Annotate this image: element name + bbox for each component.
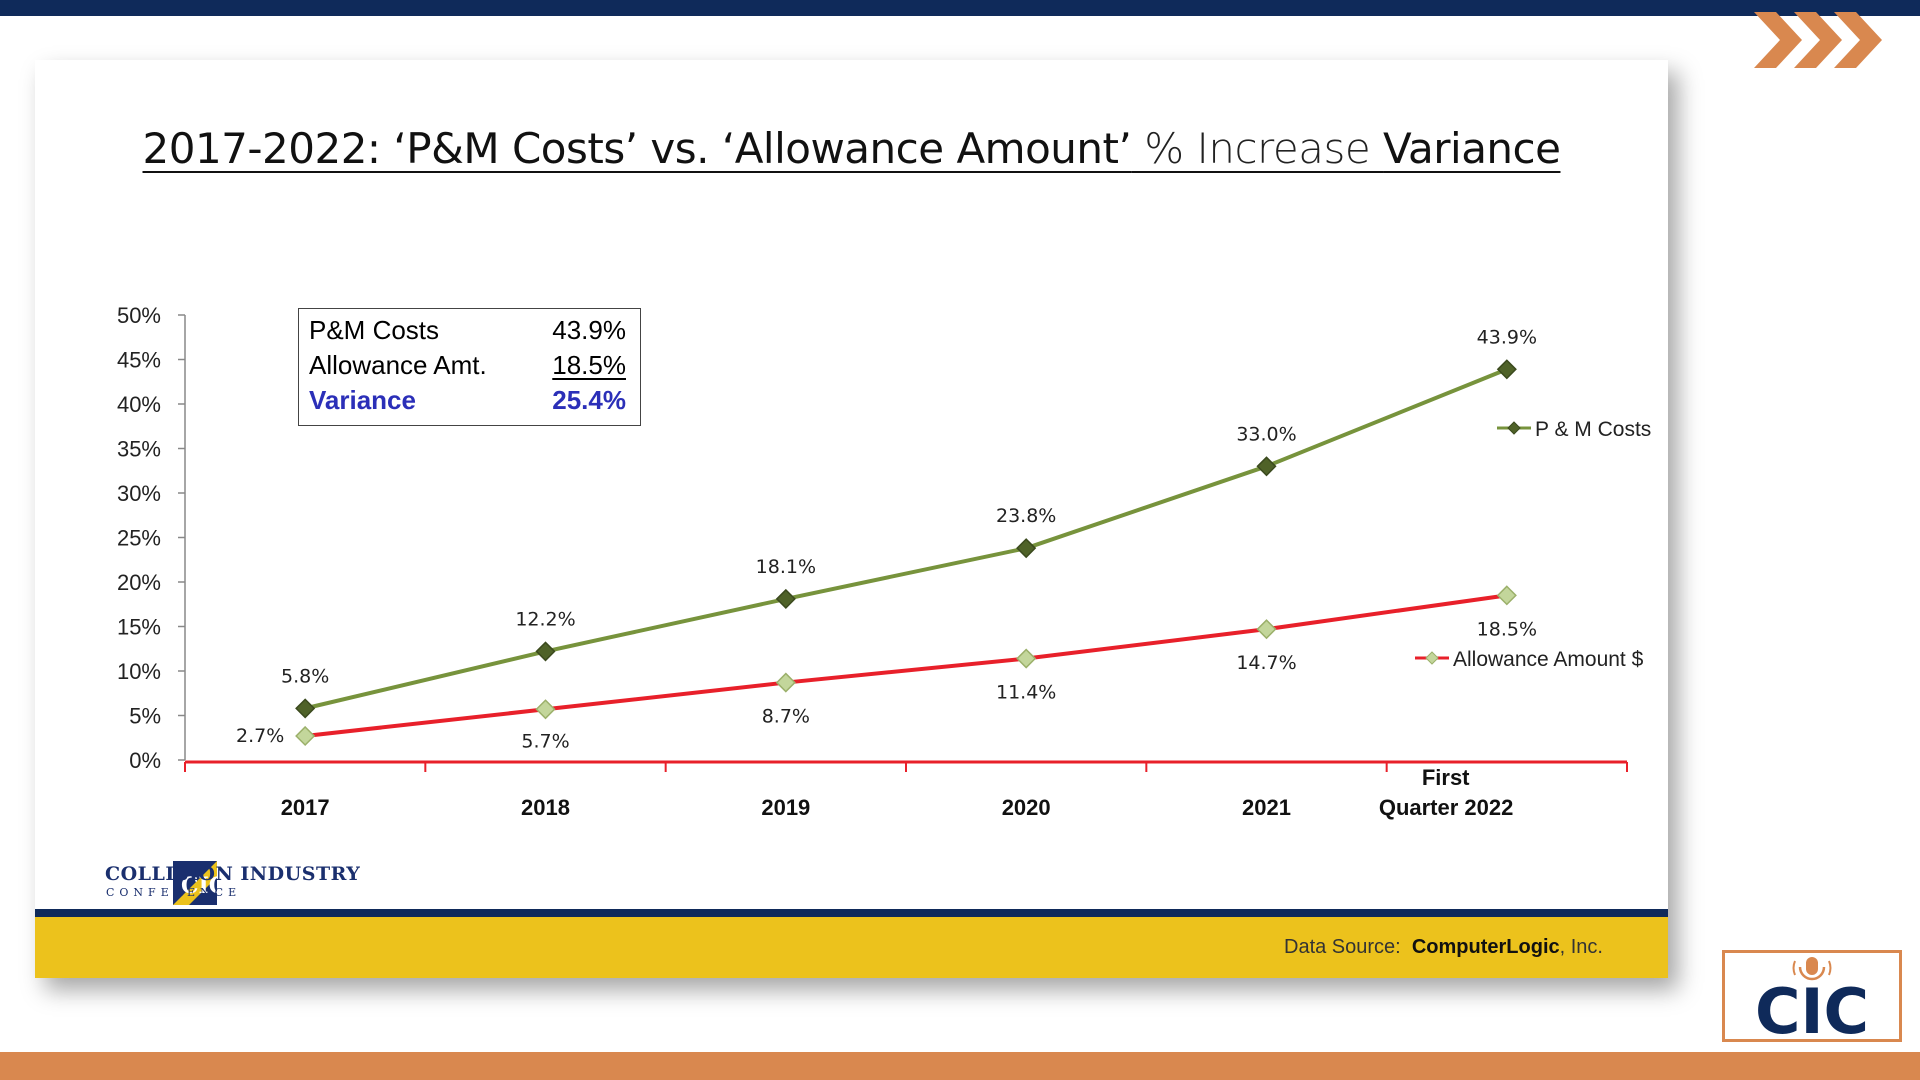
y-tick-label: 25% bbox=[117, 526, 161, 551]
summary-row-pm: P&M Costs 43.9% bbox=[309, 315, 626, 349]
series-line bbox=[304, 367, 1508, 711]
summary-row-allowance: Allowance Amt. 18.5% bbox=[309, 350, 626, 384]
y-tick-label: 5% bbox=[129, 704, 161, 729]
data-point bbox=[775, 588, 796, 609]
legend-marker bbox=[1425, 651, 1439, 665]
y-tick-label: 40% bbox=[117, 392, 161, 417]
data-point bbox=[1256, 456, 1277, 477]
data-point bbox=[775, 672, 796, 693]
summary-label: Allowance Amt. bbox=[309, 350, 487, 380]
summary-label: P&M Costs bbox=[309, 315, 440, 345]
summary-value: 18.5% bbox=[552, 350, 626, 380]
legend-label: Allowance Amount $ bbox=[1453, 648, 1644, 671]
data-label: 23.8% bbox=[996, 505, 1056, 527]
series-line bbox=[304, 593, 1508, 738]
y-tick-label: 0% bbox=[129, 748, 161, 773]
data-point bbox=[535, 699, 556, 720]
data-point bbox=[295, 698, 316, 719]
data-source-label: Data Source: bbox=[1284, 936, 1401, 958]
summary-value: 25.4% bbox=[552, 385, 626, 415]
data-label: 11.4% bbox=[996, 682, 1056, 704]
slide-image: 2017-2022: ‘P&M Costs’ vs. ‘Allowance Am… bbox=[35, 60, 1668, 978]
data-point bbox=[1256, 619, 1277, 640]
x-tick-label: 2019 bbox=[761, 795, 810, 820]
data-source-suffix: , Inc. bbox=[1559, 936, 1603, 958]
data-label: 5.7% bbox=[521, 730, 569, 752]
data-point bbox=[1016, 648, 1037, 669]
data-label: 5.8% bbox=[281, 665, 329, 687]
summary-row-variance: Variance 25.4% bbox=[309, 385, 626, 419]
data-label: 43.9% bbox=[1477, 326, 1537, 348]
chevron-right-icon bbox=[1754, 12, 1882, 68]
x-tick-label: 2018 bbox=[521, 795, 570, 820]
line-chart: 0% 5% 10% 15% 20% 25% 30% 35% 40% 45% 50% 2017 2018 2… bbox=[117, 303, 1651, 820]
y-tick-label: 35% bbox=[117, 437, 161, 462]
y-tick-label: 20% bbox=[117, 570, 161, 595]
title-mid: % Increase bbox=[1131, 124, 1384, 173]
footer-navy-stripe bbox=[35, 909, 1668, 917]
summary-value: 43.9% bbox=[552, 315, 626, 345]
data-label: 8.7% bbox=[762, 706, 810, 728]
cic-emblem-icon: CIC bbox=[173, 861, 226, 905]
data-source-company: ComputerLogic bbox=[1411, 936, 1560, 958]
chart-title: 2017-2022: ‘P&M Costs’ vs. ‘Allowance Am… bbox=[35, 124, 1668, 173]
top-navy-bar bbox=[0, 0, 1920, 16]
legend-marker bbox=[1507, 421, 1521, 435]
org-subtitle: CONFERENCE bbox=[106, 886, 242, 899]
data-label: 18.5% bbox=[1477, 618, 1537, 640]
title-end: Variance bbox=[1383, 124, 1561, 173]
data-point bbox=[295, 725, 316, 747]
data-label: 18.1% bbox=[756, 556, 816, 578]
data-point bbox=[535, 641, 556, 662]
data-point bbox=[1016, 538, 1037, 559]
legend-label: P & M Costs bbox=[1535, 418, 1651, 441]
cic-logo: CIC bbox=[1722, 950, 1902, 1042]
x-tick-label: Quarter 2022 bbox=[1379, 795, 1514, 820]
data-label: 14.7% bbox=[1236, 652, 1296, 674]
y-tick-label: 50% bbox=[117, 303, 161, 328]
data-source: Data Source: ComputerLogic, Inc. bbox=[1284, 936, 1603, 959]
bottom-orange-bar bbox=[0, 1052, 1920, 1080]
summary-label: Variance bbox=[309, 385, 416, 415]
microphone-icon bbox=[1792, 957, 1832, 981]
y-tick-label: 30% bbox=[117, 481, 161, 506]
x-tick-label: 2021 bbox=[1242, 795, 1291, 820]
y-tick-label: 15% bbox=[117, 615, 161, 640]
x-tick-label: First bbox=[1422, 765, 1470, 790]
x-tick-label: 2017 bbox=[281, 795, 330, 820]
svg-text:CIC: CIC bbox=[181, 873, 226, 899]
cic-logo-text: CIC bbox=[1755, 975, 1869, 1039]
y-tick-label: 45% bbox=[117, 348, 161, 373]
y-tick-label: 10% bbox=[117, 659, 161, 684]
data-label: 2.7% bbox=[236, 725, 284, 747]
data-label: 33.0% bbox=[1236, 423, 1296, 445]
x-tick-label: 2020 bbox=[1002, 795, 1051, 820]
org-name: COLLISION INDUSTRY bbox=[105, 863, 361, 885]
footer-gold-band bbox=[35, 917, 1668, 978]
data-label: 12.2% bbox=[515, 608, 575, 630]
data-point bbox=[1496, 585, 1517, 606]
summary-box: P&M Costs 43.9% Allowance Amt. 18.5% Var… bbox=[298, 308, 641, 426]
title-main: 2017-2022: ‘P&M Costs’ vs. ‘Allowance Am… bbox=[142, 124, 1132, 173]
data-point bbox=[1496, 359, 1517, 380]
